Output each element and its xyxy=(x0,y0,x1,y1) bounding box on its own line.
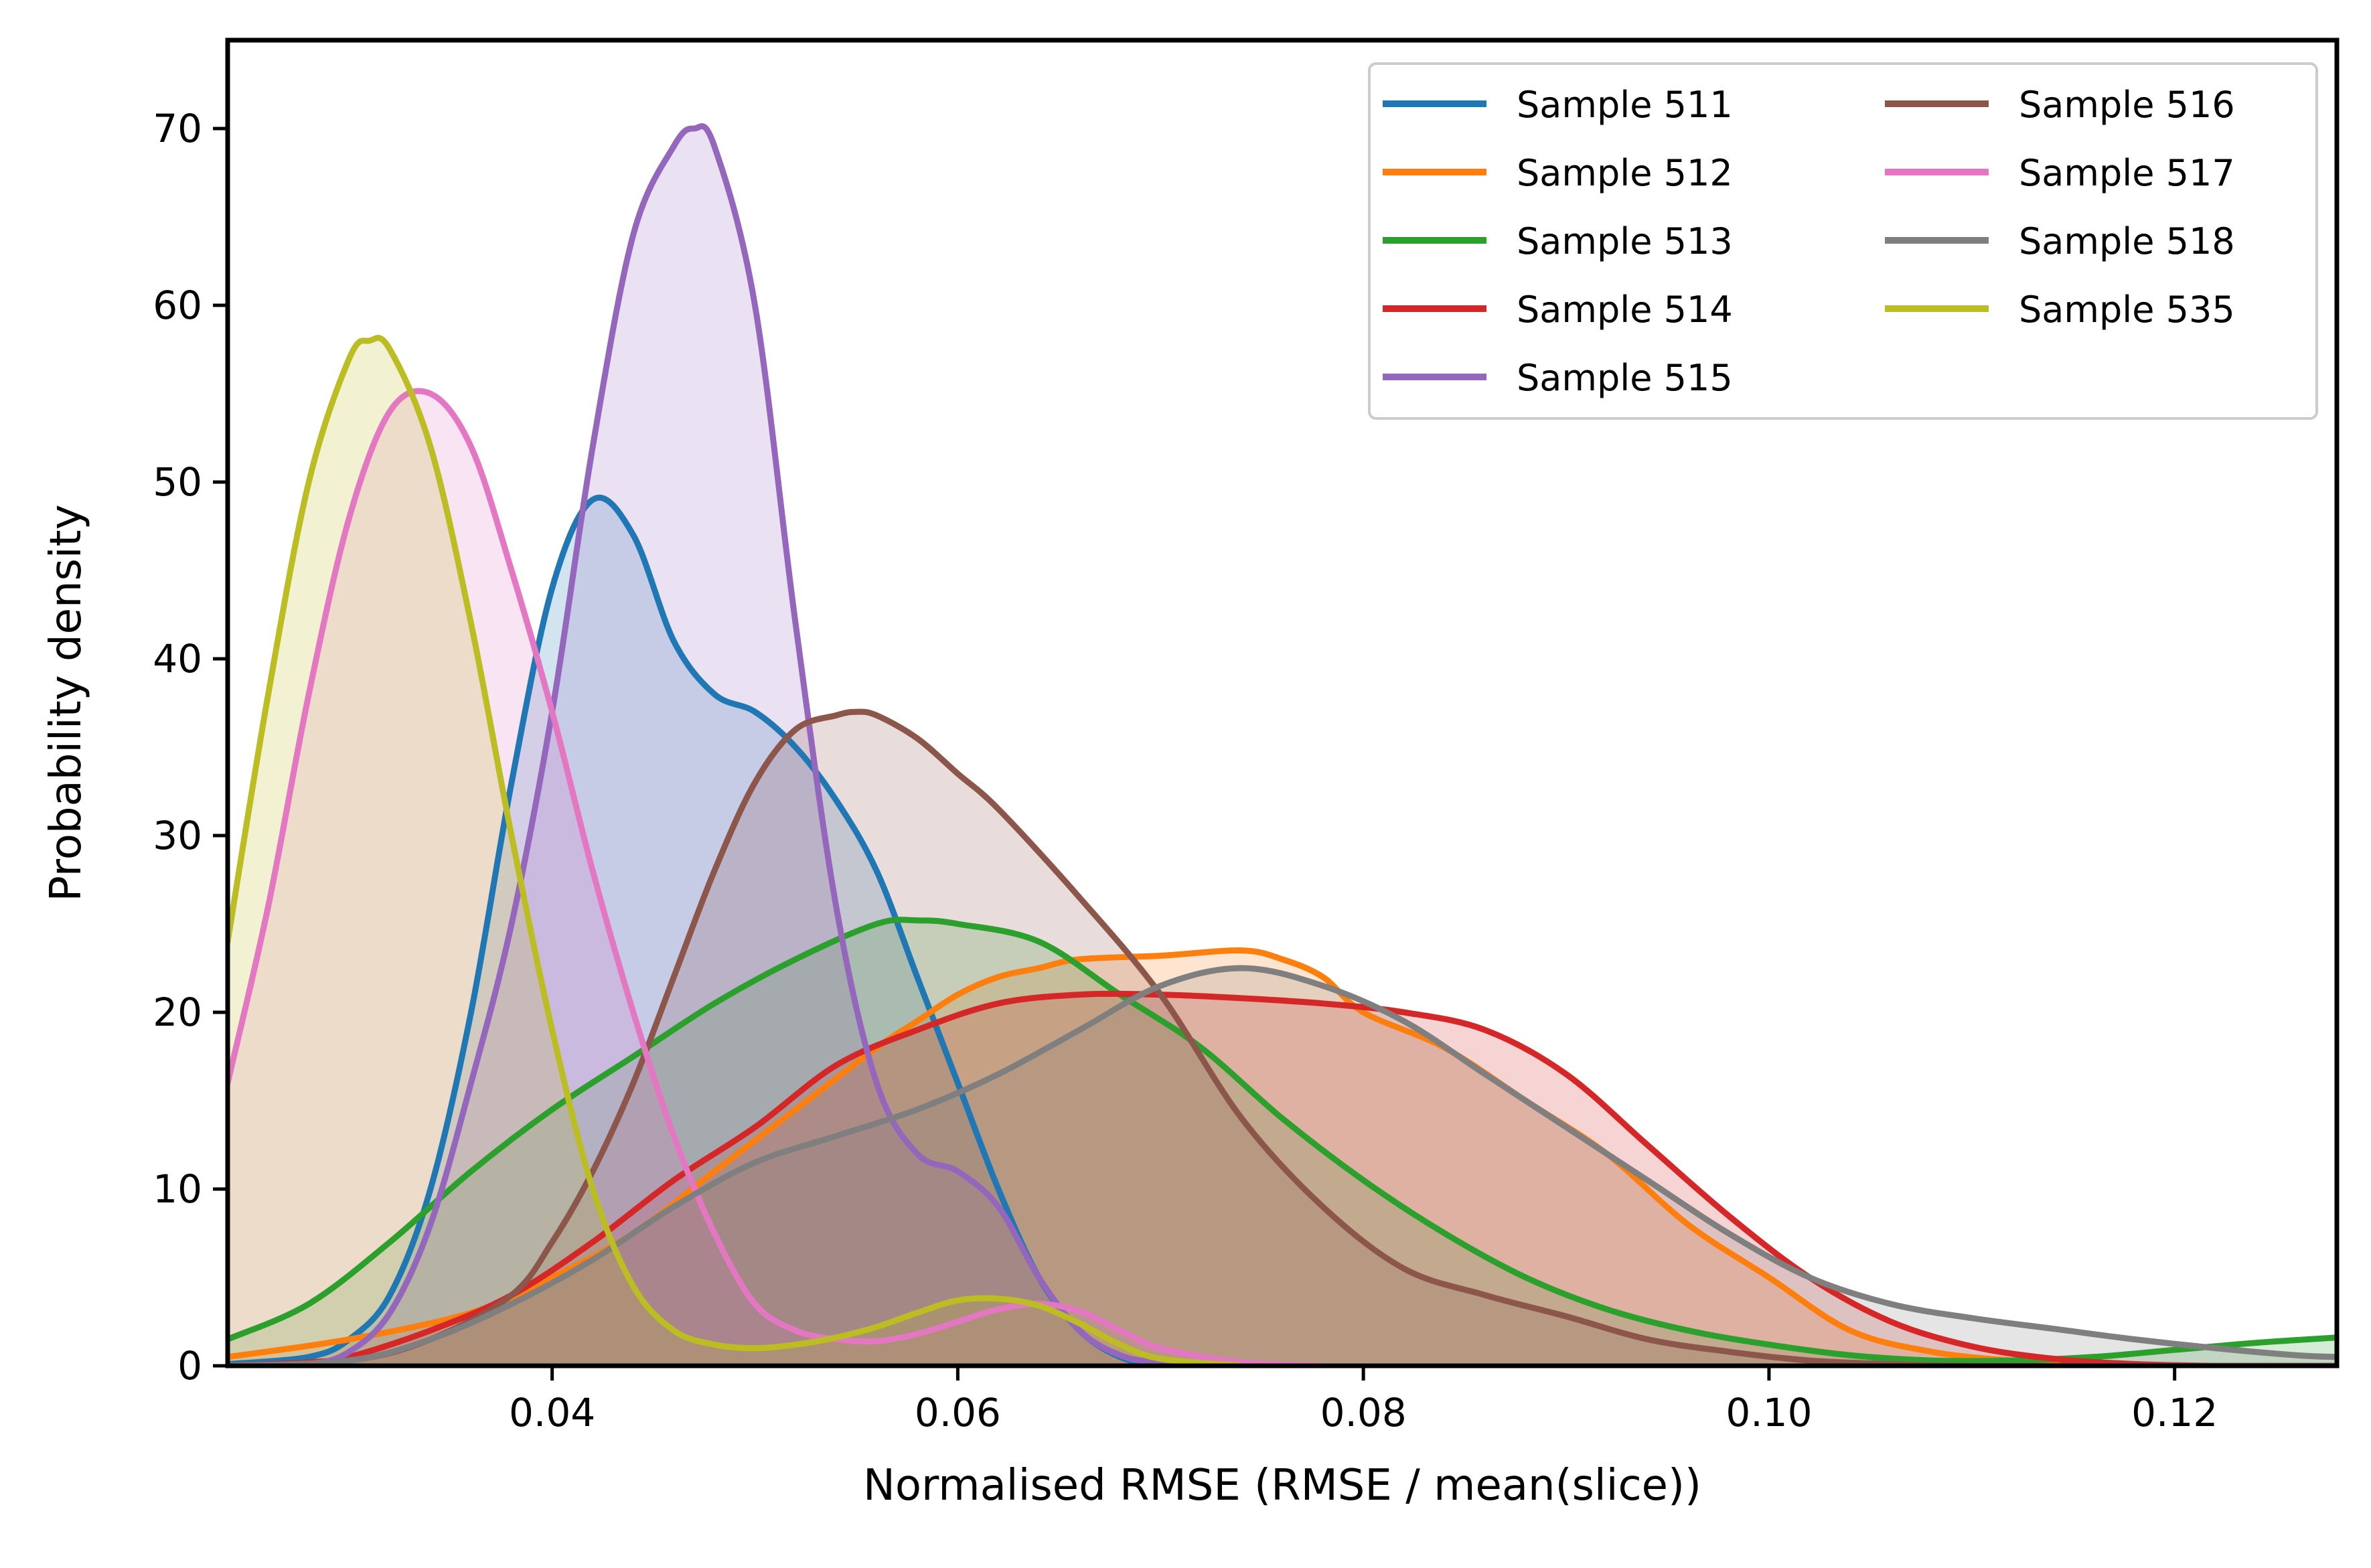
sample-513-area xyxy=(228,919,2337,1366)
y-tick-label: 10 xyxy=(153,1166,202,1212)
legend-item-sample-512: Sample 512 xyxy=(1383,152,1733,194)
x-axis: 0.04 0.06 0.08 0.10 0.12 xyxy=(509,1366,2218,1435)
legend-label: Sample 535 xyxy=(2019,289,2235,331)
legend-item-sample-518: Sample 518 xyxy=(1885,220,2235,262)
legend-label: Sample 513 xyxy=(1517,220,1733,262)
sample-512-area xyxy=(228,950,2337,1366)
series-lines xyxy=(228,123,2337,1366)
sample-535-line xyxy=(228,335,1245,1366)
legend-label: Sample 512 xyxy=(1517,152,1733,194)
legend-label: Sample 516 xyxy=(2019,84,2235,126)
legend-item-sample-516: Sample 516 xyxy=(1885,84,2235,126)
legend-item-sample-517: Sample 517 xyxy=(1885,152,2235,194)
legend-label: Sample 515 xyxy=(1517,357,1733,399)
legend-item-sample-515: Sample 515 xyxy=(1383,357,1733,399)
sample-514-line xyxy=(228,990,2337,1366)
y-tick-label: 20 xyxy=(153,990,202,1035)
sample-514-area xyxy=(228,994,2337,1366)
legend: Sample 511 Sample 512 Sample 513 Sample 514… xyxy=(1368,62,2318,420)
legend-item-sample-513: Sample 513 xyxy=(1383,220,1733,262)
sample-518-line xyxy=(228,965,2337,1366)
sample-517-line xyxy=(228,388,1326,1366)
legend-label: Sample 518 xyxy=(2019,220,2235,262)
sample-513-line xyxy=(228,917,2337,1364)
legend-item-sample-511: Sample 511 xyxy=(1383,84,1733,126)
y-tick-label: 30 xyxy=(153,813,202,858)
sample-511-area xyxy=(228,497,1242,1366)
y-axis-label: Probability density xyxy=(42,504,91,901)
sample-515-line xyxy=(228,123,1245,1366)
plot-frame xyxy=(225,37,2340,1368)
y-tick-label: 60 xyxy=(153,283,202,328)
sample-517-area xyxy=(228,390,1323,1366)
legend-label: Sample 517 xyxy=(2019,152,2235,194)
x-axis-label: Normalised RMSE (RMSE / mean(slice)) xyxy=(863,1461,1701,1510)
sample-516-line xyxy=(228,708,2337,1366)
sample-535-area xyxy=(228,337,1242,1366)
legend-item-sample-514: Sample 514 xyxy=(1383,289,1733,331)
y-tick-label: 70 xyxy=(153,106,202,151)
x-tick-label: 0.08 xyxy=(1320,1390,1407,1435)
sample-516-area xyxy=(228,712,2337,1366)
x-tick-label: 0.12 xyxy=(2131,1390,2218,1435)
y-axis: 0 10 20 30 40 50 60 70 xyxy=(153,106,228,1389)
legend-item-sample-535: Sample 535 xyxy=(1885,289,2235,331)
legend-box xyxy=(1368,62,2318,420)
x-tick-label: 0.04 xyxy=(509,1390,595,1435)
legend-label: Sample 511 xyxy=(1517,84,1733,126)
x-tick-label: 0.10 xyxy=(1726,1390,1812,1435)
y-tick-label: 0 xyxy=(177,1343,202,1389)
x-tick-label: 0.06 xyxy=(915,1390,1001,1435)
y-tick-label: 50 xyxy=(153,459,202,505)
y-tick-label: 40 xyxy=(153,636,202,682)
legend-label: Sample 514 xyxy=(1517,289,1733,331)
